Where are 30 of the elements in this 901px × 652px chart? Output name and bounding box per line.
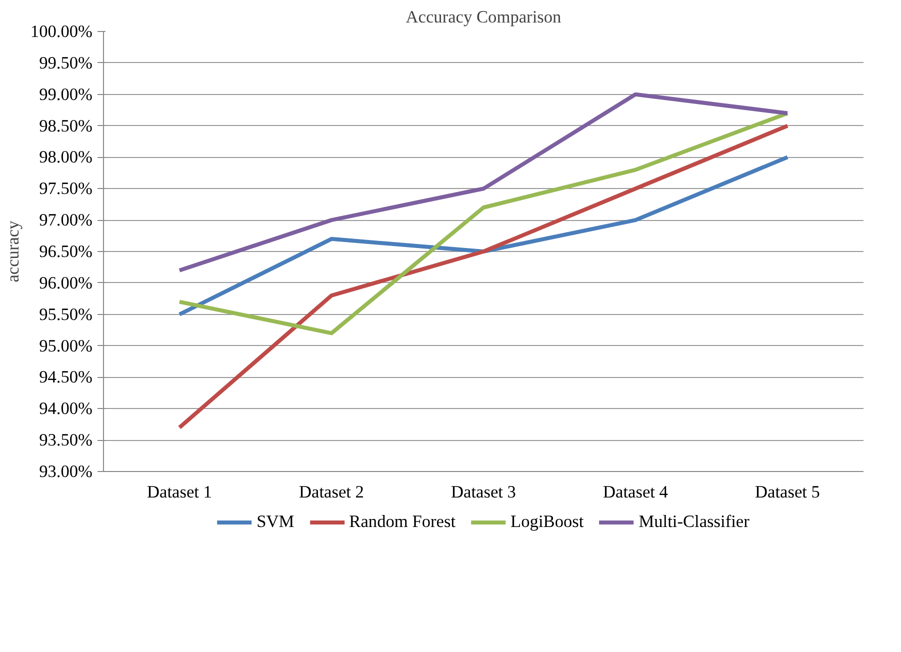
line-series	[178, 155, 790, 316]
line-series	[178, 111, 790, 336]
y-axis-title: accuracy	[3, 220, 22, 282]
y-tick-label: 97.00%	[39, 210, 93, 230]
y-tick-label: 100.00%	[30, 22, 93, 41]
line-series	[178, 92, 790, 272]
legend-label: SVM	[256, 512, 294, 532]
legend-label: LogiBoost	[510, 512, 584, 532]
chart-title: Accuracy Comparison	[406, 8, 562, 26]
y-tick-label: 95.50%	[39, 304, 93, 324]
y-tick-label: 98.50%	[39, 116, 93, 136]
y-tick-label: 94.50%	[39, 368, 93, 387]
y-tick-label: 95.00%	[39, 336, 93, 356]
y-tick-label: 97.50%	[39, 179, 93, 198]
y-tick-label: 94.00%	[39, 399, 93, 418]
y-tick-label: 93.50%	[39, 430, 93, 450]
y-tick-label: 93.00%	[39, 462, 93, 481]
x-tick-label: Dataset 4	[603, 482, 668, 502]
legend-label: Random Forest	[349, 512, 456, 532]
y-tick-label: 96.00%	[39, 273, 93, 292]
legend-label: Multi-Classifier	[638, 512, 750, 532]
y-tick-label: 99.50%	[39, 53, 93, 72]
x-tick-label: Dataset 2	[299, 482, 364, 502]
y-tick-label: 96.50%	[39, 242, 93, 261]
y-tick-label: 99.00%	[39, 84, 93, 104]
x-tick-label: Dataset 3	[451, 482, 516, 502]
x-tick-label: Dataset 5	[755, 482, 820, 502]
x-tick-label: Dataset 1	[147, 482, 212, 502]
y-tick-label: 98.00%	[39, 148, 93, 167]
line-series	[178, 124, 790, 430]
